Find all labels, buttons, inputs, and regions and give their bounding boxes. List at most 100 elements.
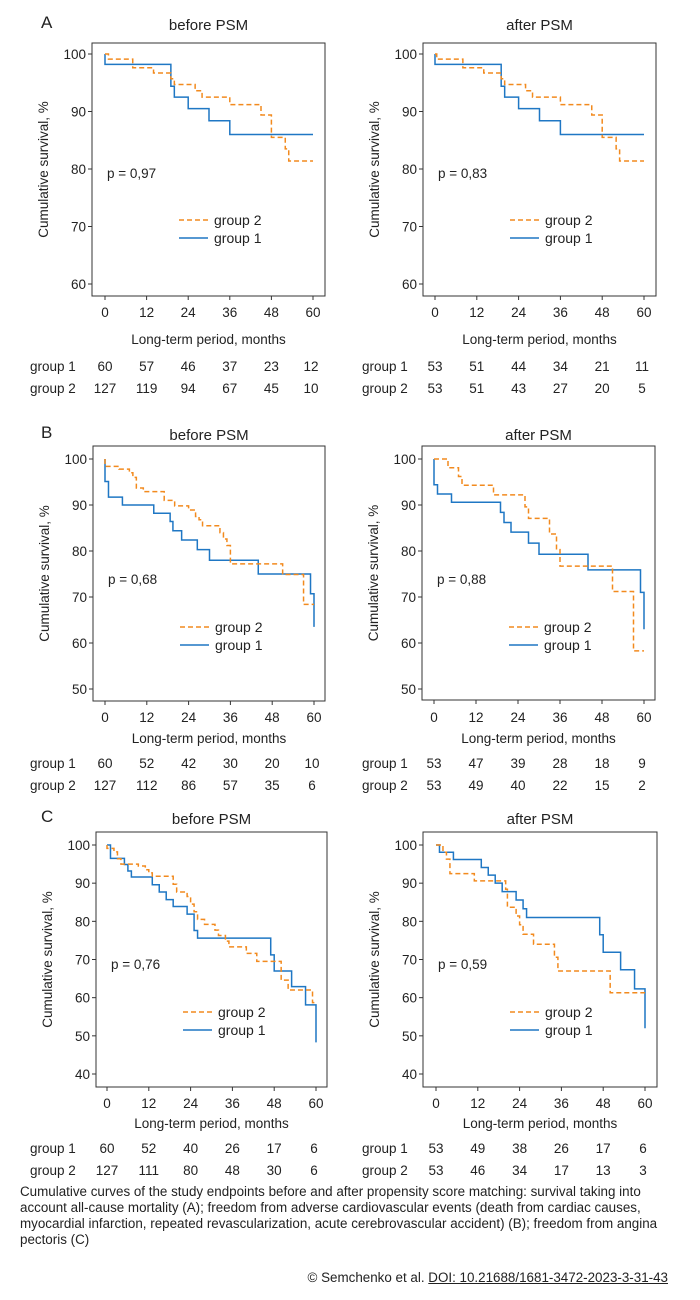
y-tick-label: 80 [401, 544, 416, 559]
at-risk-count: 46 [470, 1163, 485, 1178]
x-tick-label: 48 [596, 1096, 611, 1111]
panel-letter: A [41, 13, 53, 32]
risk-row-label: group 1 [362, 756, 408, 771]
at-risk-count: 21 [595, 359, 610, 374]
x-tick-label: 48 [267, 1096, 282, 1111]
x-axis-label: Long-term period, months [131, 332, 286, 347]
plot-frame [92, 445, 326, 702]
panel-title: before PSM [172, 811, 251, 828]
x-tick-label: 60 [306, 710, 321, 725]
x-tick-label: 24 [511, 305, 527, 320]
p-value-label: p = 0,68 [108, 572, 157, 587]
at-risk-count: 13 [596, 1163, 611, 1178]
legend-label-group2: group 2 [544, 619, 592, 635]
risk-row-label: group 2 [30, 381, 76, 396]
at-risk-count: 53 [427, 381, 442, 396]
at-risk-count: 37 [222, 359, 237, 374]
x-tick-label: 48 [264, 305, 279, 320]
at-risk-count: 53 [426, 778, 441, 793]
at-risk-count: 35 [265, 778, 280, 793]
at-risk-count: 51 [469, 359, 484, 374]
survival-curve-group-2 [435, 53, 644, 162]
x-tick-label: 48 [595, 305, 610, 320]
x-axis-label: Long-term period, months [134, 1116, 289, 1131]
risk-row-label: group 2 [30, 778, 76, 793]
at-risk-count: 5 [638, 381, 646, 396]
at-risk-count: 42 [181, 756, 196, 771]
at-risk-count: 12 [303, 359, 318, 374]
x-tick-label: 24 [510, 710, 526, 725]
legend-label-group1: group 1 [544, 637, 592, 653]
risk-row-label: group 2 [362, 778, 408, 793]
risk-row-label: group 1 [362, 359, 408, 374]
y-tick-label: 90 [71, 105, 86, 120]
at-risk-count: 34 [512, 1163, 528, 1178]
survival-curve-group-2 [104, 459, 314, 606]
y-tick-label: 60 [402, 277, 417, 292]
at-risk-count: 49 [470, 1141, 485, 1156]
x-tick-label: 48 [265, 710, 280, 725]
x-tick-label: 24 [181, 710, 197, 725]
y-tick-label: 60 [402, 991, 417, 1006]
x-tick-label: 24 [181, 305, 197, 320]
risk-row-label: group 1 [362, 1141, 408, 1156]
y-tick-label: 50 [402, 1029, 417, 1044]
risk-row-label: group 2 [30, 1163, 76, 1178]
at-risk-count: 60 [99, 1141, 114, 1156]
y-tick-label: 80 [72, 544, 87, 559]
x-tick-label: 36 [225, 1096, 240, 1111]
survival-curve-group-1 [104, 459, 315, 627]
risk-row-label: group 1 [30, 359, 76, 374]
y-tick-label: 50 [72, 682, 87, 697]
panel-letter: B [41, 423, 52, 442]
survival-curve-group-2 [436, 844, 645, 994]
x-tick-label: 60 [308, 1096, 323, 1111]
x-tick-label: 12 [139, 710, 154, 725]
at-risk-count: 119 [136, 381, 158, 396]
y-tick-label: 100 [394, 47, 417, 62]
y-tick-label: 50 [75, 1029, 90, 1044]
y-tick-label: 40 [75, 1067, 90, 1082]
y-tick-label: 60 [72, 636, 87, 651]
p-value-label: p = 0,97 [107, 166, 156, 181]
y-tick-label: 60 [75, 991, 90, 1006]
at-risk-count: 15 [594, 778, 609, 793]
at-risk-count: 26 [225, 1141, 240, 1156]
x-tick-label: 60 [637, 1096, 652, 1111]
legend-label-group2: group 2 [218, 1004, 266, 1020]
survival-curve-group-1 [107, 844, 317, 1043]
risk-row-label: group 2 [362, 381, 408, 396]
y-tick-label: 60 [401, 636, 416, 651]
km-panel-2: after PSM 60 70 80 90 100 0 12 24 36 48 60 Long-term… [362, 17, 657, 396]
x-tick-label: 36 [554, 1096, 569, 1111]
at-risk-count: 40 [183, 1141, 198, 1156]
panel-title: before PSM [169, 427, 248, 444]
legend-label-group1: group 1 [545, 230, 593, 246]
x-tick-label: 36 [223, 710, 238, 725]
at-risk-count: 51 [469, 381, 484, 396]
y-tick-label: 50 [401, 682, 416, 697]
y-tick-label: 100 [394, 838, 417, 853]
y-tick-label: 70 [401, 590, 416, 605]
at-risk-count: 30 [267, 1163, 282, 1178]
at-risk-count: 127 [94, 381, 117, 396]
at-risk-count: 40 [510, 778, 525, 793]
at-risk-count: 94 [181, 381, 197, 396]
survival-curve-group-1 [104, 54, 313, 136]
x-tick-label: 0 [431, 305, 439, 320]
at-risk-count: 20 [265, 756, 280, 771]
y-tick-label: 90 [402, 105, 417, 120]
at-risk-count: 17 [267, 1141, 282, 1156]
y-tick-label: 100 [63, 47, 86, 62]
x-tick-label: 0 [101, 710, 109, 725]
at-risk-count: 39 [510, 756, 525, 771]
at-risk-count: 47 [468, 756, 483, 771]
credit-line: © Semchenko et al. DOI: 10.21688/1681-34… [308, 1270, 669, 1285]
y-tick-label: 70 [71, 220, 86, 235]
y-tick-label: 80 [402, 914, 417, 929]
p-value-label: p = 0,88 [437, 572, 486, 587]
doi-link[interactable]: DOI: 10.21688/1681-3472-2023-3-31-43 [428, 1270, 668, 1285]
at-risk-count: 53 [427, 359, 442, 374]
